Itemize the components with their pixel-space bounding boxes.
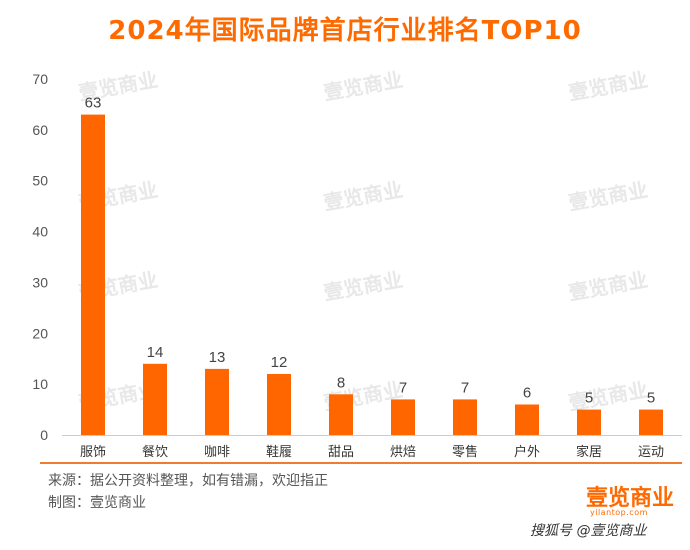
watermark-text: 壹览商业 (567, 177, 650, 215)
bar (391, 399, 415, 435)
bar (143, 363, 167, 435)
data-label: 6 (523, 384, 531, 401)
y-tick-label: 70 (32, 71, 48, 87)
bar (639, 409, 663, 435)
data-label: 5 (585, 390, 593, 407)
made-by-note: 制图：壹览商业 (48, 495, 146, 511)
platform-watermark: 搜狐号 @壹览商业 (530, 523, 647, 539)
x-tick-label: 运动 (638, 445, 664, 460)
watermark-text: 壹览商业 (567, 267, 650, 305)
y-tick-label: 20 (32, 325, 48, 341)
source-note: 来源：据公开资料整理，如有错漏，欢迎指正 (48, 473, 328, 489)
x-tick-label: 鞋履 (266, 444, 292, 460)
x-tick-label: 服饰 (80, 445, 106, 460)
watermark-text: 壹览商业 (322, 267, 405, 305)
bar (577, 409, 601, 435)
x-tick-label: 零售 (452, 444, 478, 460)
y-tick-label: 0 (40, 427, 48, 443)
data-label: 8 (337, 374, 345, 391)
x-tick-label: 咖啡 (204, 445, 230, 460)
data-label: 7 (399, 379, 407, 396)
y-tick-label: 60 (32, 122, 48, 138)
data-label: 7 (461, 379, 469, 396)
x-tick-label: 餐饮 (142, 444, 168, 460)
bar (81, 114, 105, 435)
y-tick-label: 10 (32, 376, 48, 392)
bar (205, 368, 229, 435)
bar (515, 404, 539, 435)
brand-url: yilantop.com (590, 508, 648, 517)
watermark-text: 壹览商业 (567, 67, 650, 105)
x-tick-label: 家居 (576, 444, 602, 460)
data-label: 13 (209, 349, 226, 366)
brand-logo: 壹览商业 (586, 486, 675, 511)
bar (453, 399, 477, 435)
watermark-text: 壹览商业 (567, 377, 650, 415)
data-label: 63 (85, 95, 102, 112)
watermark-text: 壹览商业 (322, 67, 405, 105)
y-tick-label: 30 (32, 274, 48, 290)
data-label: 5 (647, 390, 655, 407)
data-label: 14 (147, 344, 164, 361)
footer-divider (40, 462, 682, 464)
data-label: 12 (271, 354, 288, 371)
chart-title: 2024年国际品牌首店行业排名TOP10 (108, 16, 582, 46)
x-tick-label: 户外 (514, 444, 540, 460)
bar (329, 394, 353, 435)
y-tick-label: 40 (32, 224, 48, 240)
x-tick-label: 甜品 (328, 444, 354, 460)
y-tick-label: 50 (32, 173, 48, 189)
bar (267, 373, 291, 435)
x-tick-label: 烘焙 (390, 445, 416, 460)
watermark-text: 壹览商业 (322, 177, 405, 215)
